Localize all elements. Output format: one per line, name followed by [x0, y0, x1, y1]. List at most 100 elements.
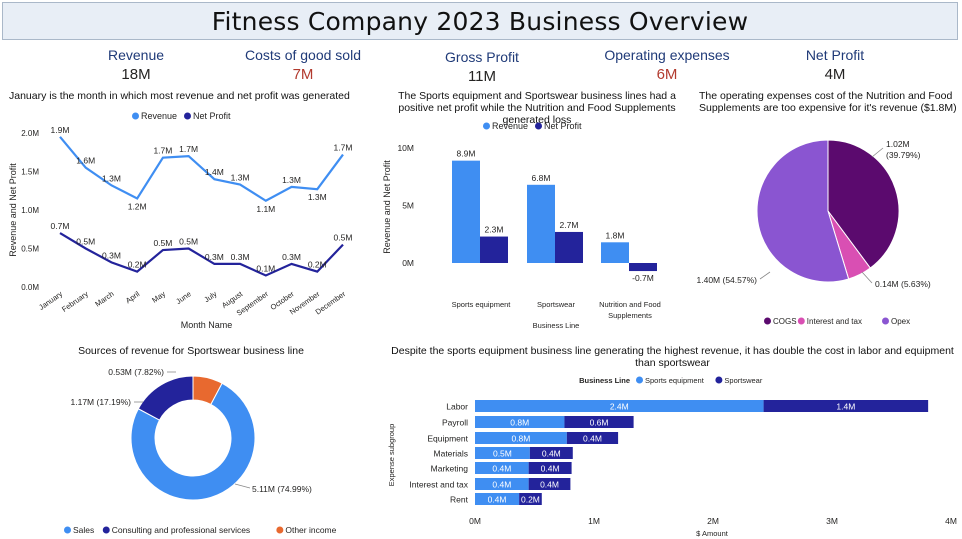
net-profit-data-label: 0.1M: [256, 263, 275, 273]
kpi-value: 6M: [656, 66, 678, 83]
sports-equipment-bar: [475, 447, 530, 459]
kpi-cogs: Costs of good sold 7M: [228, 47, 378, 83]
dashboard-title-bar: Fitness Company 2023 Business Overview: [2, 2, 958, 40]
legend-marker: [636, 376, 643, 384]
x-tick-label: 2M: [707, 516, 719, 526]
legend-marker: [535, 122, 542, 130]
kpi-revenue: Revenue 18M: [61, 47, 211, 83]
legend-marker: [64, 526, 71, 534]
kpi-value: 4M: [824, 66, 846, 83]
bar-data-label: 0.8M: [511, 434, 530, 444]
sportswear-bar: [519, 493, 542, 505]
net-profit-data-label: 0.2M: [128, 260, 147, 270]
bar-data-label: 0.8M: [510, 418, 529, 428]
sportswear-bar: [564, 416, 634, 428]
y-tick-label: Labor: [446, 402, 468, 412]
bar-data-label: 2.3M: [485, 225, 504, 235]
donut-data-label: 5.11M (74.99%): [252, 484, 312, 494]
y-tick-label: Rent: [450, 495, 469, 505]
revenue-data-label: 1.3M: [231, 173, 250, 183]
bar-data-label: 0.4M: [492, 480, 511, 490]
legend-marker: [715, 376, 723, 384]
legend-label: COGS: [773, 317, 797, 326]
legend-marker: [102, 526, 110, 534]
revenue-data-label: 1.1M: [256, 204, 275, 214]
bar-data-label: 0.4M: [541, 464, 560, 474]
legend-marker: [276, 526, 284, 534]
line-chart-title: January is the month in which most reven…: [9, 90, 350, 102]
kpi-label: Operating expenses: [604, 47, 730, 63]
bar-data-label: 0.4M: [583, 434, 602, 444]
sportswear-bar: [528, 478, 571, 490]
revenue-data-label: 1.7M: [179, 144, 198, 154]
legend-marker: [184, 112, 191, 120]
pie-slice: [756, 139, 850, 283]
bar-data-label: 0.4M: [488, 495, 507, 505]
donut-data-label: 0.53M (7.82%): [108, 367, 164, 377]
net-profit-data-label: 0.2M: [308, 260, 327, 270]
net-profit-data-label: 0.3M: [205, 252, 224, 262]
revenue-data-label: 1.2M: [128, 201, 147, 211]
net-profit-data-label: 0.3M: [282, 252, 301, 262]
net-profit-bar: [629, 263, 657, 272]
kpi-net-profit: Net Profit 4M: [760, 47, 910, 83]
y-tick-label: 2.0M: [21, 129, 39, 138]
legend-label: Sales: [73, 525, 94, 535]
donut-data-label: 1.17M (17.19%): [71, 397, 132, 407]
net-profit-data-label: 0.7M: [51, 221, 70, 231]
kpi-label: Revenue: [107, 47, 165, 63]
leader-line: [861, 271, 873, 284]
revenue-data-label: 1.3M: [308, 192, 327, 202]
donut-chart-title: Sources of revenue for Sportswear busine…: [78, 345, 304, 357]
bar-data-label: 6.8M: [532, 173, 551, 183]
y-axis-title: Revenue and Net Profit: [382, 160, 392, 254]
legend-label: Revenue: [141, 111, 177, 121]
revenue-data-label: 1.9M: [51, 125, 70, 135]
revenue-data-label: 1.7M: [334, 143, 353, 153]
y-tick-label: 1.5M: [21, 168, 39, 177]
leader-line: [759, 271, 771, 280]
legend-label: Consulting and professional services: [112, 525, 250, 535]
net-profit-data-label: 0.3M: [231, 252, 250, 262]
bar-data-label: 0.4M: [542, 449, 561, 459]
sportswear-bar: [566, 432, 619, 444]
legend-label: Sports equipment: [645, 376, 705, 385]
revenue-data-label: 1.7M: [153, 146, 172, 156]
bar-data-label: 2.4M: [610, 402, 629, 412]
revenue-line: [59, 136, 344, 203]
y-tick-label: 0.0M: [21, 283, 39, 292]
x-tick-label: March: [93, 289, 115, 308]
x-tick-label: April: [124, 289, 142, 305]
sports-equipment-bar: [475, 400, 764, 412]
legend-marker: [132, 112, 139, 120]
x-tick-label: 1M: [588, 516, 600, 526]
legend-marker: [483, 122, 490, 130]
y-tick-label: Materials: [434, 449, 468, 459]
sportswear-bar: [763, 400, 929, 412]
x-tick-label: July: [202, 289, 218, 304]
net-profit-bar: [555, 231, 583, 263]
donut-slice: [130, 382, 256, 501]
net-profit-line: [59, 232, 344, 277]
donut-slice: [137, 375, 194, 421]
y-tick-label: 5M: [402, 201, 414, 211]
pie-chart-title: The operating expenses cost of the Nutri…: [699, 90, 957, 114]
sports-equipment-bar: [475, 416, 565, 428]
legend-label: Sportswear: [724, 376, 762, 385]
pie-slice: [827, 139, 900, 269]
dashboard-title: Fitness Company 2023 Business Overview: [211, 6, 749, 36]
legend-label: Net Profit: [544, 121, 582, 131]
kpi-value: 18M: [121, 66, 151, 83]
legend-marker: [764, 317, 771, 325]
bar-data-label: 8.9M: [457, 149, 476, 159]
bar-data-label: 1.4M: [836, 402, 855, 412]
net-profit-data-label: 0.5M: [334, 233, 353, 243]
bar-data-label: 0.2M: [521, 495, 540, 505]
legend-title: Business Line: [579, 376, 630, 385]
revenue-data-label: 1.4M: [205, 167, 224, 177]
legend-marker: [882, 317, 889, 325]
kpi-gross-profit: Gross Profit 11M: [407, 49, 557, 85]
x-axis-title: Business Line: [533, 321, 580, 330]
x-tick-label: Sports equipment: [452, 300, 512, 309]
hbar-chart-title: Despite the sports equipment business li…: [391, 345, 954, 369]
